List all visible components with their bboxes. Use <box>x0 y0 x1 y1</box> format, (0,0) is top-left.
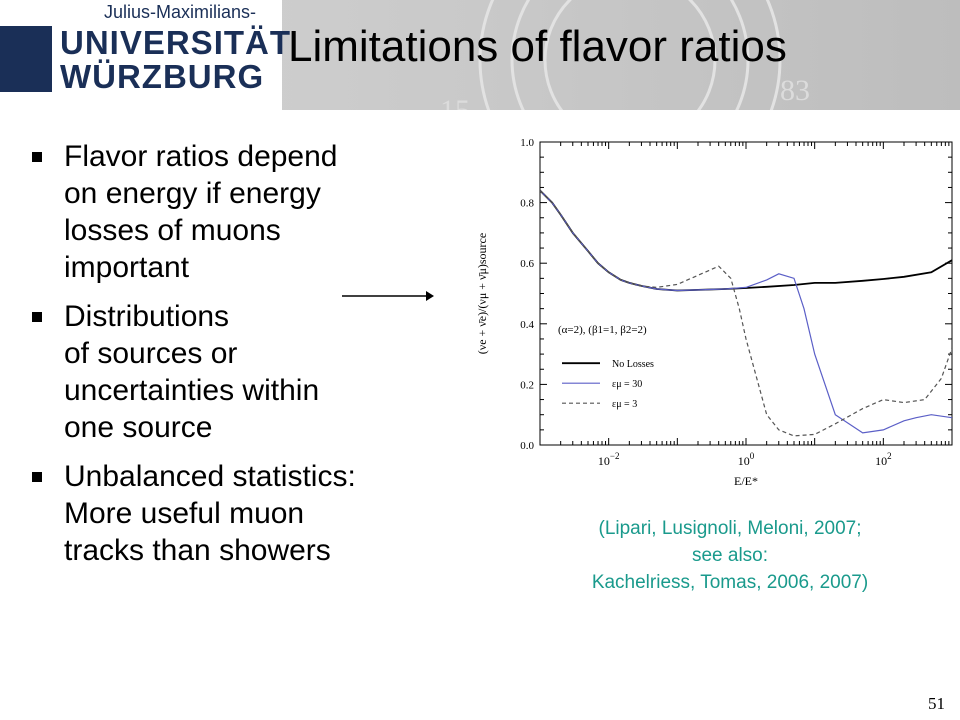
bullet-marker <box>32 152 42 162</box>
bullet-text: Distributions of sources or uncertaintie… <box>64 300 320 444</box>
x-tick-label: 100 <box>738 451 755 468</box>
y-tick-label: 1.0 <box>520 137 534 149</box>
bullet-item: Flavor ratios depend on energy if energy… <box>30 138 440 286</box>
y-tick-label: 0.0 <box>520 440 534 452</box>
bullet-text: Unbalanced statistics: More useful muon … <box>64 460 356 567</box>
x-tick-label: 10−2 <box>598 451 620 468</box>
y-tick-label: 0.2 <box>520 379 534 391</box>
legend-label: No Losses <box>612 359 654 370</box>
logo-line-1: UNIVERSITÄT <box>60 24 292 61</box>
page-number: 51 <box>928 694 945 713</box>
bullet-marker <box>32 312 42 322</box>
bullet-item: Distributions of sources or uncertaintie… <box>30 298 440 446</box>
y-axis-label: (νe + ν̄e)/(νμ + ν̄μ)source <box>475 233 489 354</box>
flavor-ratio-chart: 0.0 0.2 0.4 0.6 0.8 1.0 10−2 100 102 E/E* (νe + ν̄… <box>475 137 953 488</box>
series-line-2 <box>540 190 952 434</box>
series-line-3 <box>540 190 952 437</box>
svg-text:83: 83 <box>780 74 810 107</box>
pointer-arrow <box>342 291 434 301</box>
university-logo: Julius-Maximilians- UNIVERSITÄT WÜRZBURG <box>0 0 290 110</box>
y-tick-label: 0.6 <box>520 258 534 270</box>
logo-bar <box>0 26 52 92</box>
legend-label: εμ = 3 <box>612 399 637 410</box>
bullet-list: Flavor ratios depend on energy if energy… <box>30 138 440 581</box>
logo-subtitle: Julius-Maximilians- <box>104 2 257 22</box>
series-line-1 <box>540 189 952 292</box>
university-seal-watermark: 15 83 <box>440 0 810 110</box>
y-tick-label: 0.8 <box>520 198 534 210</box>
legend-label: εμ = 30 <box>612 379 642 390</box>
svg-text:15: 15 <box>440 94 470 110</box>
bullet-text: Flavor ratios depend on energy if energy… <box>64 140 338 284</box>
x-axis-label: E/E* <box>734 474 758 488</box>
plot-frame <box>539 141 953 446</box>
slide-title: Limitations of flavor ratios <box>288 22 787 71</box>
bullet-marker <box>32 472 42 482</box>
header-banner: 15 83 Julius-Maximilians- UNIVERSITÄT WÜ… <box>0 0 960 110</box>
y-tick-label: 0.4 <box>520 319 534 331</box>
x-tick-label: 102 <box>875 451 892 468</box>
logo-line-2: WÜRZBURG <box>60 58 265 95</box>
citation-text: (Lipari, Lusignoli, Meloni, 2007; see al… <box>591 518 869 593</box>
bullet-item: Unbalanced statistics: More useful muon … <box>30 458 440 569</box>
chart-annotation: (α=2), (β1=1, β2=2) <box>558 324 647 336</box>
